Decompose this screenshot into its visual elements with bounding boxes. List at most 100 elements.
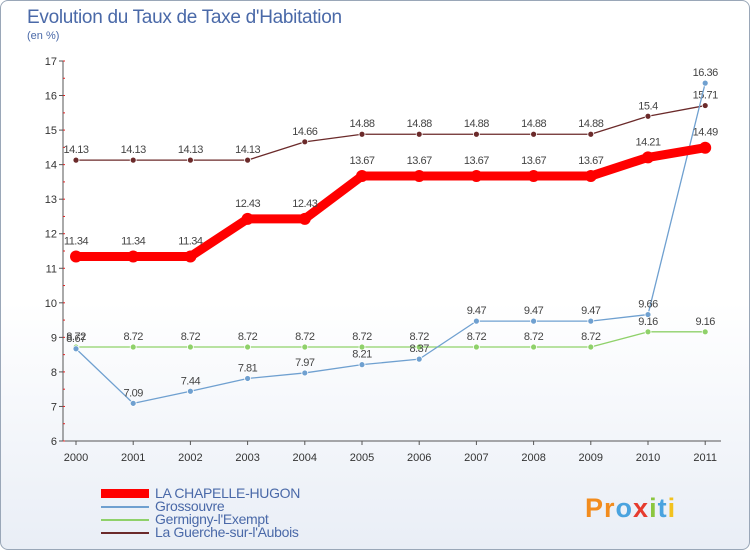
legend-label: LA CHAPELLE-HUGON [155, 485, 301, 501]
logo-letter: x [633, 493, 650, 523]
data-label: 14.21 [635, 136, 660, 148]
data-point [644, 328, 652, 336]
data-point [244, 156, 252, 164]
x-tick-label: 2011 [693, 452, 717, 464]
series-line [75, 82, 706, 404]
legend-item: Grossouvre [101, 498, 300, 514]
data-point [358, 343, 366, 351]
data-point [358, 130, 366, 138]
data-point [415, 355, 423, 363]
x-tick-label: 2010 [636, 452, 660, 464]
logo-letter: P [585, 493, 605, 523]
y-tick-label: 14 [45, 160, 57, 172]
data-label: 15.71 [693, 90, 718, 102]
data-label: 8.72 [581, 331, 601, 343]
data-label: 14.88 [407, 118, 432, 130]
data-label: 14.13 [178, 144, 203, 156]
legend-swatch [101, 489, 149, 498]
data-label: 8.72 [238, 331, 258, 343]
data-point [530, 130, 537, 138]
data-label: 7.44 [181, 375, 201, 387]
legend-swatch [101, 505, 149, 508]
data-point [127, 250, 140, 263]
x-tick-label: 2001 [121, 452, 145, 464]
y-tick-label: 9 [51, 332, 57, 344]
data-point [642, 151, 654, 164]
y-tick-label: 16 [45, 91, 57, 103]
x-tick-label: 2006 [407, 452, 431, 464]
x-tick-label: 2002 [178, 452, 202, 464]
data-point [244, 375, 252, 382]
chart-legend: LA CHAPELLE-HUGON Grossouvre Germigny-l'Ex… [101, 485, 301, 540]
data-label: 14.66 [292, 126, 317, 138]
data-point [699, 141, 712, 154]
data-point [472, 343, 480, 351]
data-point [298, 212, 311, 225]
chart-title: Evolution du Taux de Taxe d'Habitation [27, 7, 342, 28]
data-label: 13.67 [407, 155, 432, 167]
logo-letter: i [649, 493, 658, 523]
series-line [71, 143, 710, 262]
data-label: 9.16 [695, 316, 715, 328]
data-point [186, 343, 194, 351]
data-label: 14.88 [349, 118, 374, 130]
data-label: 13.67 [521, 155, 546, 167]
y-tick-label: 10 [45, 298, 57, 310]
data-label: 14.88 [521, 118, 546, 130]
data-point [186, 387, 194, 395]
data-label: 13.67 [578, 155, 603, 167]
data-point [472, 130, 480, 138]
y-tick-label: 15 [45, 125, 57, 137]
data-point [530, 343, 537, 351]
data-label: 14.13 [235, 144, 260, 156]
data-point [530, 317, 537, 325]
y-tick-label: 13 [45, 194, 57, 206]
data-label: 7.09 [123, 387, 143, 399]
x-tick-label: 2009 [579, 452, 603, 464]
y-tick-label: 7 [51, 401, 57, 413]
data-point [587, 130, 595, 138]
legend-label: Germigny-l'Exempt [155, 511, 269, 527]
data-point [72, 156, 80, 164]
data-label: 12.43 [292, 198, 317, 210]
data-label: 9.47 [581, 305, 601, 317]
proxiti-logo: Proxiti [585, 493, 676, 524]
logo-letter: i [667, 493, 677, 523]
data-point [72, 345, 80, 353]
data-point [587, 343, 595, 351]
data-point [470, 170, 483, 183]
data-label: 16.36 [693, 67, 718, 79]
data-label: 13.67 [349, 155, 374, 167]
data-point [701, 79, 709, 87]
x-tick-label: 2004 [293, 452, 317, 464]
series-line [75, 331, 706, 348]
data-label: 9.66 [638, 299, 658, 311]
legend-item: La Guerche-sur-l'Aubois [101, 524, 300, 540]
data-label: 13.67 [464, 155, 489, 167]
data-label: 14.13 [121, 144, 146, 156]
data-point [70, 250, 82, 263]
legend-label: Grossouvre [155, 498, 225, 514]
data-label: 9.47 [467, 305, 487, 317]
data-label: 8.72 [295, 331, 315, 343]
x-tick-label: 2005 [350, 452, 374, 464]
data-label: 8.72 [409, 331, 429, 343]
data-point [584, 170, 597, 183]
data-point [701, 102, 709, 109]
data-label: 14.49 [693, 127, 718, 139]
y-tick-label: 6 [51, 436, 57, 448]
logo-letter: r [604, 493, 616, 523]
data-label: 12.43 [235, 198, 260, 210]
logo-letter: t [657, 493, 668, 523]
data-point [701, 328, 709, 336]
x-tick-label: 2007 [464, 452, 488, 464]
data-label: 8.72 [524, 331, 544, 343]
data-point [472, 317, 480, 325]
x-tick-label: 2003 [235, 452, 259, 464]
x-tick-label: 2008 [521, 452, 545, 464]
data-label: 14.88 [464, 118, 489, 130]
legend-label: La Guerche-sur-l'Aubois [155, 524, 299, 540]
data-label: 8.72 [123, 331, 143, 343]
data-label: 11.34 [178, 236, 203, 248]
